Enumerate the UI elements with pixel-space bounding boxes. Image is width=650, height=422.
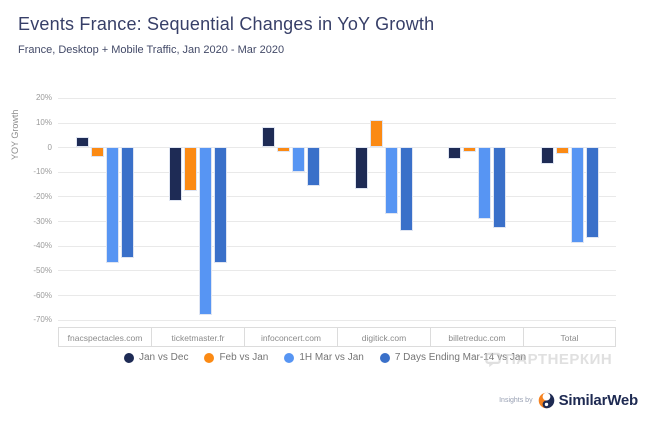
bar	[570, 147, 584, 244]
chart-subtitle: France, Desktop + Mobile Traffic, Jan 20…	[18, 44, 285, 56]
legend-dot-icon	[204, 352, 215, 363]
bar	[555, 147, 569, 155]
y-tick-label: -60%	[33, 290, 52, 300]
legend-dot-icon	[284, 352, 295, 363]
gridline	[58, 295, 616, 296]
watermark: ПАРТНЕРКИН	[485, 351, 612, 368]
bar	[462, 147, 476, 152]
bar	[120, 147, 134, 258]
bar	[384, 147, 398, 214]
gridline	[58, 122, 616, 124]
legend: Jan vs Dec Feb vs Jan 1H Mar vs Jan 7 Days …	[0, 352, 650, 363]
category-cell: ticketmaster.fr	[151, 328, 244, 347]
bar	[105, 147, 119, 263]
plot-area: 20% 10% 0 -10% -20% -30% -40% -50% -60% -70%	[33, 88, 616, 327]
bar	[585, 147, 599, 239]
y-tick-label: 10%	[35, 118, 52, 127]
bar	[168, 147, 182, 202]
gridline	[58, 171, 616, 173]
chart-title: Events France: Sequential Changes in YoY…	[18, 14, 435, 34]
legend-label: 7 Days Ending Mar-14 vs Jan	[394, 352, 527, 363]
legend-item: 7 Days Ending Mar-14 vs Jan	[379, 352, 527, 363]
gridline	[58, 221, 616, 223]
y-tick-label: -20%	[33, 191, 52, 201]
y-tick-label: -70%	[33, 315, 52, 325]
watermark-text: ПАРТНЕРКИН	[505, 351, 613, 368]
legend-label: 1H Mar vs Jan	[299, 352, 364, 363]
bar	[540, 147, 554, 165]
bar	[369, 120, 383, 148]
category-cell: billetreduc.com	[430, 328, 523, 347]
bar	[261, 127, 275, 148]
legend-item: 1H Mar vs Jan	[284, 352, 364, 363]
bar	[399, 147, 413, 231]
bar	[291, 147, 305, 172]
gridline	[58, 245, 616, 247]
gridline	[58, 97, 616, 99]
insights-by-label: Insights by	[499, 397, 533, 404]
gridline	[58, 196, 616, 198]
bar	[354, 147, 368, 189]
category-label: fnacspectacles.com	[67, 332, 143, 343]
bar	[75, 137, 89, 148]
y-tick-label: -40%	[33, 241, 52, 251]
bar	[183, 147, 197, 192]
similarweb-badge: Insights by SimilarWeb	[499, 392, 638, 409]
x-axis-category-band: fnacspectacles.com ticketmaster.fr infocon…	[58, 327, 616, 347]
y-tick-label: -50%	[33, 265, 52, 275]
legend-item: Jan vs Dec	[123, 352, 189, 363]
bar	[213, 147, 227, 263]
legend-dot-icon	[379, 352, 390, 363]
category-cell: infoconcert.com	[244, 328, 337, 347]
bar	[492, 147, 506, 229]
gridline	[58, 319, 616, 321]
category-cell: fnacspectacles.com	[58, 328, 151, 347]
category-label: infoconcert.com	[261, 332, 321, 343]
category-label: Total	[560, 332, 579, 343]
watermark-bubble-icon	[485, 352, 501, 367]
category-cell: digitick.com	[337, 328, 430, 347]
bar	[447, 147, 461, 160]
legend-dot-icon	[123, 352, 134, 363]
category-label: billetreduc.com	[448, 332, 506, 343]
y-tick-label: 0	[47, 142, 52, 152]
y-tick-label: 20%	[35, 93, 52, 103]
category-label: ticketmaster.fr	[171, 332, 225, 343]
bar	[90, 147, 104, 157]
bar	[198, 147, 212, 315]
similarweb-brand-label: SimilarWeb	[558, 392, 639, 409]
category-label: digitick.com	[361, 332, 407, 343]
gridline	[58, 147, 616, 149]
category-cell: Total	[523, 328, 616, 347]
bar	[306, 147, 320, 187]
legend-label: Jan vs Dec	[138, 352, 189, 363]
bar	[276, 147, 290, 152]
legend-label: Feb vs Jan	[219, 352, 269, 363]
legend-item: Feb vs Jan	[204, 352, 268, 363]
y-tick-label: -30%	[33, 216, 52, 226]
gridline	[58, 270, 616, 272]
y-tick-label: -10%	[33, 167, 52, 177]
bar	[477, 147, 491, 219]
similarweb-logo-icon	[538, 392, 554, 409]
